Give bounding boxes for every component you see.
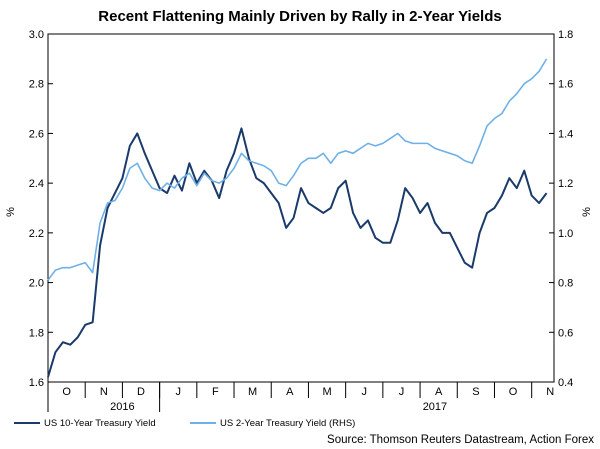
y-right-tick-label: 1.2 bbox=[558, 178, 573, 190]
y-right-tick-label: 0.8 bbox=[558, 278, 573, 290]
source-note: Source: Thomson Reuters Datastream, Acti… bbox=[327, 434, 594, 446]
x-month-label: F bbox=[212, 386, 219, 398]
series-line-two-year bbox=[47, 58, 548, 281]
y-right-tick-label: 1.0 bbox=[558, 228, 573, 240]
series-group bbox=[47, 58, 548, 378]
chart-title: Recent Flattening Mainly Driven by Rally… bbox=[98, 8, 501, 25]
x-month-label: A bbox=[435, 386, 443, 398]
x-month-label: J bbox=[175, 386, 181, 398]
y-left-tick-label: 2.6 bbox=[29, 128, 44, 140]
y-left-tick-label: 2.2 bbox=[29, 228, 44, 240]
x-month-label: N bbox=[546, 386, 554, 398]
y-right-tick-label: 0.4 bbox=[558, 377, 573, 389]
y-right-tick-label: 1.4 bbox=[558, 128, 573, 140]
y-left-tick-label: 2.8 bbox=[29, 79, 44, 91]
x-month-label: M bbox=[322, 386, 331, 398]
x-month-label: M bbox=[248, 386, 257, 398]
x-month-label: J bbox=[399, 386, 405, 398]
y-left-tick-label: 1.8 bbox=[29, 327, 44, 339]
y-right-tick-label: 0.6 bbox=[558, 327, 573, 339]
y-left-tick-label: 3.0 bbox=[29, 29, 44, 41]
x-month-label: D bbox=[137, 386, 145, 398]
y-axis-right-label: % bbox=[581, 207, 593, 217]
y-left-tick-label: 2.0 bbox=[29, 278, 44, 290]
y-left-tick-label: 2.4 bbox=[29, 178, 44, 190]
x-month-label: O bbox=[62, 386, 71, 398]
y-axis-left-label: % bbox=[5, 207, 17, 217]
y-right-tick-label: 1.8 bbox=[558, 29, 573, 41]
y-axis-left: 1.6 1.8 2.0 2.2 2.4 2.6 2.8 3.0 bbox=[29, 29, 53, 389]
x-month-label: N bbox=[100, 386, 108, 398]
series-line-ten-year bbox=[47, 127, 548, 378]
legend-label-ten-year: US 10-Year Treasury Yield bbox=[44, 418, 156, 429]
y-left-tick-label: 1.6 bbox=[29, 377, 44, 389]
plot-area bbox=[47, 33, 555, 383]
x-month-label: O bbox=[509, 386, 518, 398]
legend-label-two-year: US 2-Year Treasury Yield (RHS) bbox=[220, 418, 355, 429]
y-right-tick-label: 1.6 bbox=[558, 79, 573, 91]
x-month-label: J bbox=[362, 386, 368, 398]
x-year-label: 2016 bbox=[110, 401, 134, 413]
x-month-label: A bbox=[286, 386, 294, 398]
x-year-label: 2017 bbox=[423, 401, 447, 413]
x-month-label: S bbox=[472, 386, 479, 398]
y-axis-right: 0.4 0.6 0.8 1.0 1.2 1.4 1.6 1.8 bbox=[549, 29, 573, 389]
legend: US 10-Year Treasury Yield US 2-Year Trea… bbox=[14, 418, 355, 429]
